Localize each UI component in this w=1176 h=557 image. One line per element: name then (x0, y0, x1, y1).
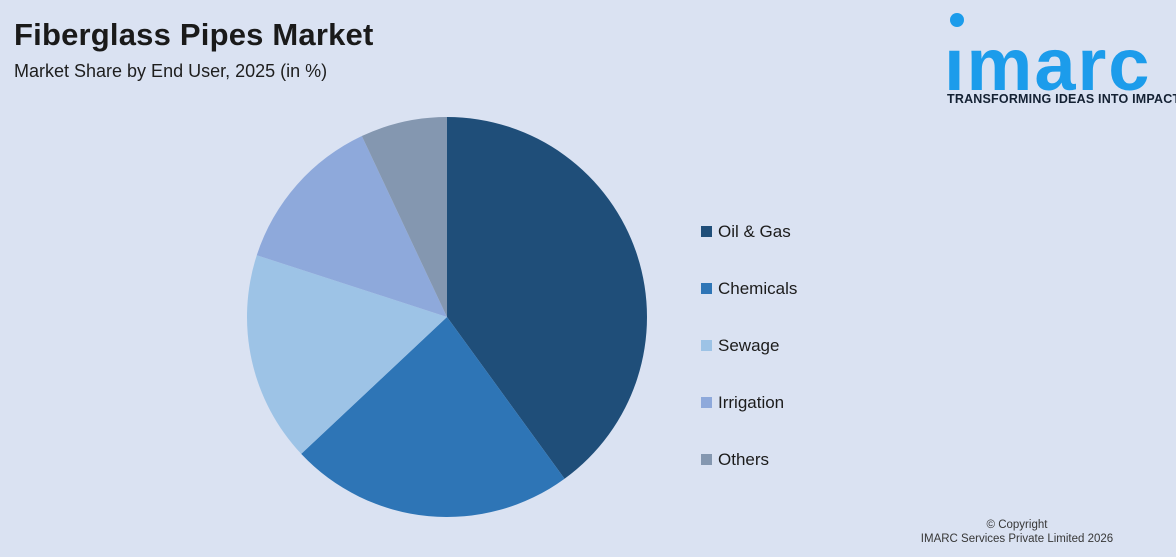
header: Fiberglass Pipes Market Market Share by … (14, 16, 374, 82)
legend-label: Sewage (718, 335, 780, 355)
legend-label: Others (718, 449, 770, 469)
legend-item-chemicals: Chemicals (701, 278, 798, 298)
legend-swatch-icon (701, 397, 712, 408)
legend-label: Chemicals (718, 278, 798, 298)
legend-item-sewage: Sewage (701, 335, 797, 355)
legend-swatch-icon (701, 454, 712, 465)
pie-slice-sewage (247, 255, 447, 454)
legend: Oil & Gas Chemicals Sewage Irrigation Others (701, 221, 798, 469)
legend-swatch-icon (701, 226, 712, 237)
copyright-line-1: © Copyright (986, 519, 1048, 531)
logo-dot-icon (950, 13, 964, 27)
legend-item-irrigation: Irrigation (701, 392, 797, 412)
legend-swatch-icon (701, 283, 712, 294)
legend-swatch-icon (701, 340, 712, 351)
copyright-line-2: IMARC Services Private Limited 2026 (920, 533, 1114, 545)
legend-label: Irrigation (718, 392, 785, 412)
pie-chart-area (247, 117, 647, 517)
logo-wordmark: ımarc (944, 23, 1152, 106)
legend-item-others: Others (701, 449, 797, 469)
imarc-logo: ımarc TRANSFORMING IDEAS INTO IMPACT (944, 0, 1176, 110)
pie-slice-irrigation (256, 136, 447, 317)
legend-label: Oil & Gas (718, 221, 791, 241)
page-title: Fiberglass Pipes Market (14, 17, 374, 52)
copyright-notice: © Copyright IMARC Services Private Limit… (867, 518, 1167, 546)
pie-slice-others (361, 117, 447, 317)
logo-tagline: TRANSFORMING IDEAS INTO IMPACT (947, 92, 1176, 106)
pie-slice-oil-gas (447, 117, 647, 479)
pie-chart (247, 117, 647, 517)
legend-item-oil-gas: Oil & Gas (701, 221, 797, 241)
pie-slice-chemicals (301, 317, 565, 517)
page-subtitle: Market Share by End User, 2025 (in %) (14, 61, 328, 81)
